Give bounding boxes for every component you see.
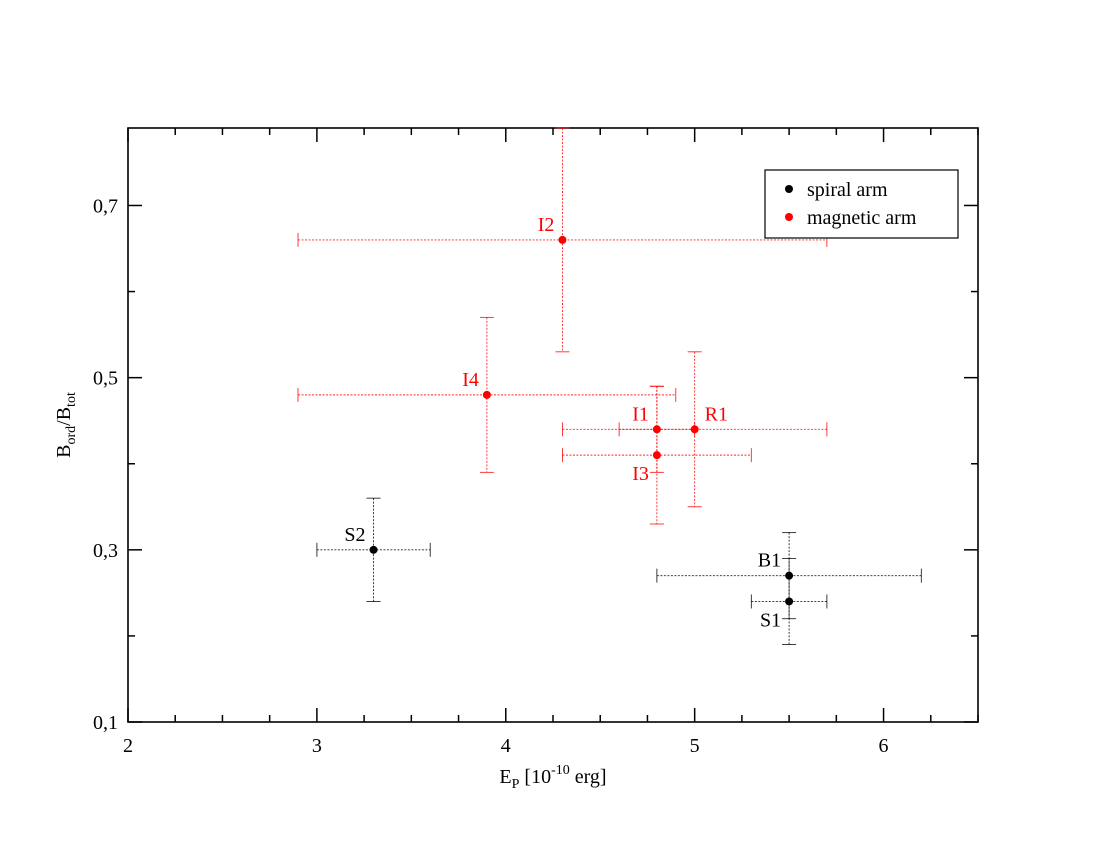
point-b1: B1 [656, 532, 922, 620]
legend-label-magnetic-arm: magnetic arm [807, 207, 917, 229]
point-i2: I2 [297, 127, 828, 353]
legend-label-spiral-arm: spiral arm [807, 179, 888, 201]
legend-box [764, 169, 959, 239]
point-label-i3: I3 [632, 463, 649, 485]
x-tick-label: 3 [312, 735, 322, 757]
point-s2: S2 [316, 497, 431, 602]
x-tick-label: 5 [690, 735, 700, 757]
point-i3: I3 [561, 385, 752, 525]
data-points: S2 B1 S1 I2 I4 I1 R1 I3 [297, 127, 922, 645]
marker-s1 [785, 597, 794, 606]
point-r1: R1 [561, 351, 828, 508]
y-tick-label: 0,3 [93, 540, 118, 562]
point-label-i4: I4 [462, 369, 479, 391]
y-tick-label: 0,7 [93, 195, 118, 217]
point-i4: I4 [297, 316, 677, 473]
point-label-s1: S1 [760, 609, 781, 631]
marker-s2 [369, 545, 378, 554]
legend-marker-magnetic-arm [785, 213, 793, 221]
point-label-i2: I2 [538, 214, 555, 236]
point-label-i1: I1 [632, 403, 649, 425]
legend-marker-spiral-arm [785, 185, 793, 193]
point-label-b1: B1 [758, 550, 781, 572]
legend: spiral arm magnetic arm [764, 169, 959, 239]
x-tick-label: 4 [501, 735, 511, 757]
axis-ticks [127, 128, 979, 723]
marker-r1 [690, 425, 699, 434]
tick-labels: 2 3 4 5 6 0,1 0,3 0,5 0,7 [93, 195, 889, 757]
y-tick-label: 0,1 [93, 712, 118, 734]
marker-i2 [558, 235, 567, 244]
y-axis-label: Bord/Btot [53, 392, 79, 458]
marker-b1 [785, 571, 794, 580]
point-label-r1: R1 [705, 403, 728, 425]
marker-i3 [652, 451, 661, 460]
x-axis-label: EP [10-10 erg] [499, 763, 606, 792]
marker-i4 [482, 390, 491, 399]
y-tick-label: 0,5 [93, 368, 118, 390]
x-tick-label: 2 [123, 735, 133, 757]
point-label-s2: S2 [344, 524, 365, 546]
x-tick-label: 6 [879, 735, 889, 757]
point-s1: S1 [750, 557, 828, 645]
